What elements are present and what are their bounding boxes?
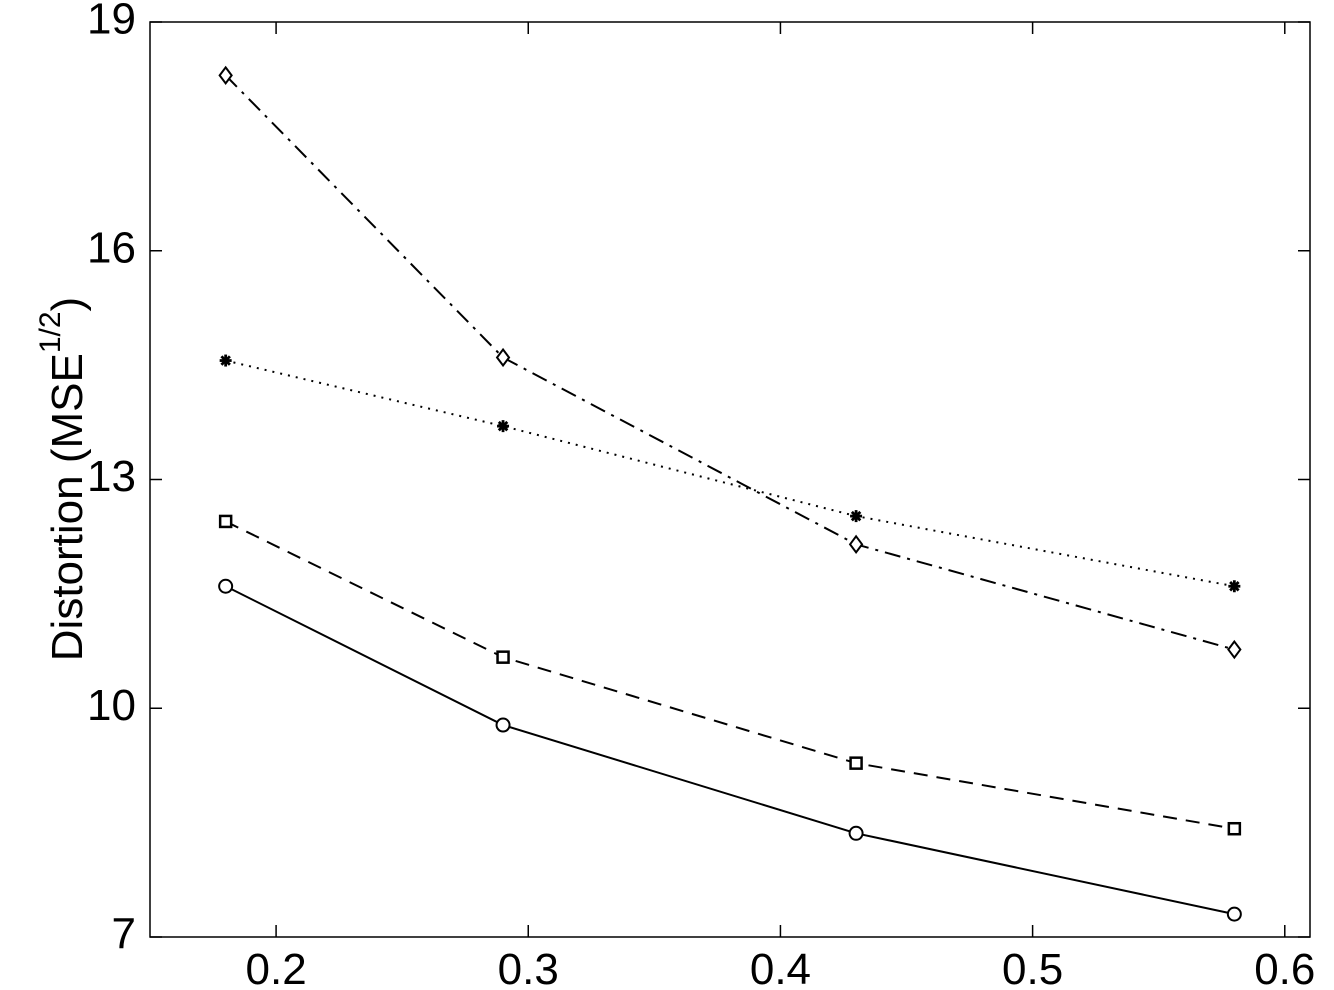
circle-marker xyxy=(495,717,511,733)
series-0-solid xyxy=(218,578,1242,922)
square-marker xyxy=(496,650,510,664)
plot-area xyxy=(149,21,1311,938)
series-1-dashed xyxy=(218,514,1242,836)
x-tick-label: 0.2 xyxy=(246,945,307,990)
series-line xyxy=(224,74,1235,651)
asterisk-stroke xyxy=(220,355,231,366)
diamond-marker xyxy=(848,534,864,554)
series-layer xyxy=(218,65,1242,922)
asterisk-marker xyxy=(219,354,232,367)
diamond-marker xyxy=(495,347,511,368)
y-axis-title-superscript: 1/2 xyxy=(34,311,67,353)
y-tick-label: 13 xyxy=(87,452,136,501)
diamond-marker xyxy=(218,65,233,86)
series-3-dashdot xyxy=(218,65,1242,660)
square-marker xyxy=(218,514,233,529)
series-line xyxy=(225,359,1235,588)
asterisk-stroke xyxy=(850,510,862,522)
asterisk-stroke xyxy=(497,420,509,432)
asterisk-marker xyxy=(1228,580,1241,593)
x-tick-label: 0.5 xyxy=(1002,945,1063,990)
circle-marker xyxy=(218,578,234,594)
asterisk-stroke xyxy=(1229,581,1240,592)
y-tick-label: 16 xyxy=(87,223,136,272)
square-marker xyxy=(1227,821,1242,836)
y-tick-label: 19 xyxy=(87,0,136,44)
x-tick-label: 0.4 xyxy=(750,945,811,990)
y-axis-title: Distortion (MSE1/2) xyxy=(34,297,92,661)
series-line xyxy=(225,520,1235,830)
asterisk-marker xyxy=(850,510,863,523)
series-2-dotted xyxy=(219,354,1241,593)
x-tick-label: 0.6 xyxy=(1254,945,1315,990)
y-axis-title-main: Distortion (MSE xyxy=(43,353,92,661)
series-line xyxy=(225,585,1235,916)
circle-marker xyxy=(848,825,864,841)
y-tick-label: 10 xyxy=(87,681,136,730)
tick-layer: 0.2 0.3 0.4 0.5 0.6 7 10 13 16 19 xyxy=(87,0,1315,990)
asterisk-marker xyxy=(497,420,510,433)
diamond-marker xyxy=(1227,639,1242,660)
circle-marker xyxy=(1226,906,1242,922)
y-axis-title-suffix: ) xyxy=(43,297,92,312)
y-tick-label: 7 xyxy=(112,910,136,959)
x-tick-label: 0.3 xyxy=(498,945,559,990)
square-marker xyxy=(849,756,863,770)
